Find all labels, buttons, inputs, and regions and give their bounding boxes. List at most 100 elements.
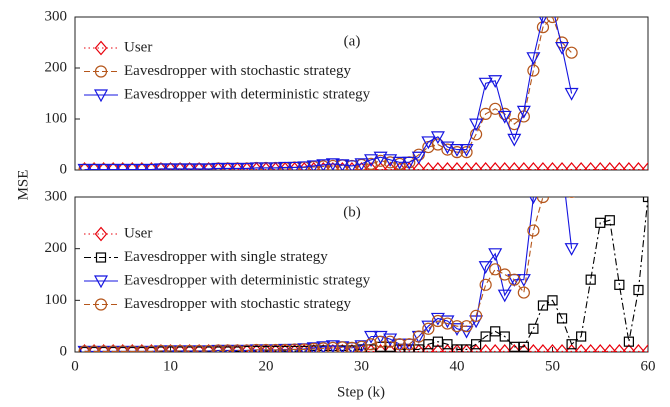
marker [614,279,625,290]
marker [192,163,207,170]
marker [411,151,426,165]
marker [517,344,531,352]
marker [306,160,321,170]
marker [345,341,359,352]
marker [145,345,158,352]
marker [106,163,121,170]
marker [574,344,588,352]
marker [461,344,472,352]
marker [269,343,282,352]
marker [633,284,644,296]
marker [470,309,483,322]
marker [507,133,522,147]
marker [316,159,331,170]
marker [374,162,387,170]
marker [298,343,311,352]
marker [412,162,426,170]
marker [240,344,253,352]
x-tick-label: 0 [71,358,79,374]
marker [317,342,330,352]
marker [508,344,521,352]
marker [127,346,138,352]
marker [96,163,111,170]
marker [526,52,541,66]
marker [517,162,531,170]
marker [613,162,626,170]
marker [430,312,445,326]
legend-label: Eavesdropper with single strategy [124,249,328,265]
marker [441,162,454,170]
y-tick-label: 0 [60,161,68,177]
series-line [84,17,573,170]
legend-marker [95,252,107,263]
marker [547,176,558,187]
marker [440,141,455,155]
marker [412,148,425,161]
marker [412,330,425,343]
marker [498,344,512,352]
marker [556,313,568,324]
marker [134,163,149,170]
marker [325,158,340,170]
marker [449,144,465,157]
marker [268,162,283,170]
marker [354,158,369,170]
x-tick-label: 50 [545,358,560,374]
marker [364,344,378,352]
y-tick-label: 200 [45,240,68,256]
marker [576,331,587,342]
marker [384,335,397,348]
marker [144,163,159,170]
marker [584,344,597,352]
marker [498,107,511,121]
marker [297,161,312,170]
marker [517,286,530,299]
legend-label: User [124,39,152,55]
panel-label: (a) [344,33,361,49]
marker [557,181,568,192]
legend-marker [94,226,108,242]
marker [153,163,168,170]
marker [623,336,635,347]
marker [536,21,550,34]
marker [527,224,540,237]
marker [136,346,147,352]
marker [317,160,330,170]
marker [529,197,538,205]
marker [135,162,149,170]
marker [547,2,559,13]
marker [364,154,379,168]
marker [422,162,435,170]
marker [632,162,645,170]
y-tick-label: 100 [45,292,68,308]
marker [97,344,110,352]
marker [383,333,398,347]
marker [497,289,512,303]
marker [344,160,359,170]
marker [574,162,588,170]
y-tick-label: 300 [45,188,68,204]
legend-marker [94,298,108,311]
marker [336,341,349,352]
marker [431,162,445,170]
marker [116,162,130,170]
legend-marker [94,65,108,78]
marker [126,345,139,352]
marker [489,263,502,276]
marker [527,162,540,170]
marker [499,331,510,342]
marker [97,345,110,352]
marker [77,163,92,170]
marker [536,344,550,352]
plot-area [77,2,648,170]
marker [201,163,216,170]
marker [516,105,531,119]
marker [546,17,559,24]
panel-label: (b) [343,204,361,220]
marker [555,162,569,170]
marker [383,162,397,170]
marker [220,162,235,170]
x-axis-label: Step (k) [337,384,385,400]
x-tick-label: 20 [259,358,274,374]
